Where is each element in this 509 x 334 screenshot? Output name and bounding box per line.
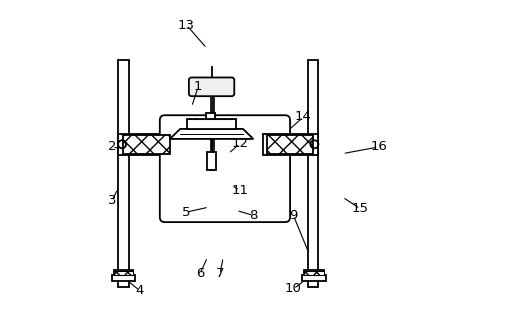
Text: 1: 1 [193, 80, 202, 93]
Bar [207, 152, 216, 170]
Bar [304, 271, 323, 275]
Text: 12: 12 [231, 137, 248, 150]
Text: 15: 15 [351, 202, 368, 215]
Text: 11: 11 [231, 184, 248, 197]
Text: 7: 7 [215, 268, 224, 280]
Bar [186, 119, 236, 129]
Text: 14: 14 [294, 111, 312, 123]
Text: 4: 4 [135, 284, 144, 297]
Bar [205, 113, 214, 119]
Polygon shape [169, 129, 253, 139]
Bar [266, 135, 313, 154]
Text: 8: 8 [249, 209, 257, 222]
Bar [118, 60, 128, 287]
Text: 10: 10 [285, 283, 301, 295]
Bar [118, 134, 173, 155]
Text: 6: 6 [195, 268, 204, 280]
Bar [304, 270, 323, 276]
FancyBboxPatch shape [188, 77, 234, 96]
FancyBboxPatch shape [159, 115, 290, 222]
Text: 2: 2 [107, 141, 116, 153]
Bar [307, 60, 318, 287]
Bar [123, 135, 169, 154]
Text: 3: 3 [107, 194, 116, 207]
Bar [302, 275, 325, 281]
Text: 5: 5 [182, 206, 190, 218]
Bar [263, 134, 318, 155]
Bar [209, 87, 214, 170]
Text: 13: 13 [178, 19, 194, 31]
Bar [112, 275, 135, 281]
Text: 16: 16 [370, 141, 386, 153]
Bar [114, 270, 133, 276]
Text: 9: 9 [289, 209, 297, 222]
Bar [114, 271, 133, 275]
